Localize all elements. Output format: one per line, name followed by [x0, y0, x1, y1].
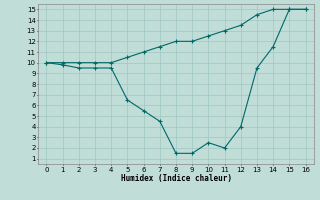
X-axis label: Humidex (Indice chaleur): Humidex (Indice chaleur): [121, 174, 231, 183]
